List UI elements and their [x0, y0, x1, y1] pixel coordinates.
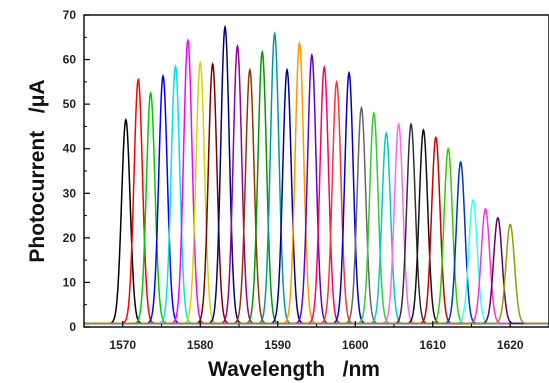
- x-tick-label: 1610: [419, 338, 446, 352]
- x-tick-label: 1620: [497, 338, 524, 352]
- y-axis-title: Photocurrent /μA: [26, 79, 49, 262]
- x-tick-label: 1600: [342, 338, 369, 352]
- x-tick-label: 1580: [187, 338, 214, 352]
- x-axis: 1570 1580 1590 1600 1610 1620: [84, 321, 549, 352]
- spectral-curves: [84, 27, 549, 323]
- y-tick-label: 30: [63, 186, 77, 200]
- x-tick-label: 1570: [109, 338, 136, 352]
- y-tick-label: 70: [63, 8, 77, 22]
- y-tick-label: 50: [63, 97, 77, 111]
- y-axis: 0 10 20 30 40 50 60 70: [63, 8, 90, 334]
- x-tick-label: 1590: [264, 338, 291, 352]
- y-tick-label: 40: [63, 142, 77, 156]
- y-tick-label: 0: [69, 320, 76, 334]
- x-axis-title: Wavelength /nm: [208, 358, 380, 381]
- y-tick-label: 10: [63, 275, 77, 289]
- y-tick-label: 60: [63, 53, 77, 67]
- y-tick-label: 20: [63, 231, 77, 245]
